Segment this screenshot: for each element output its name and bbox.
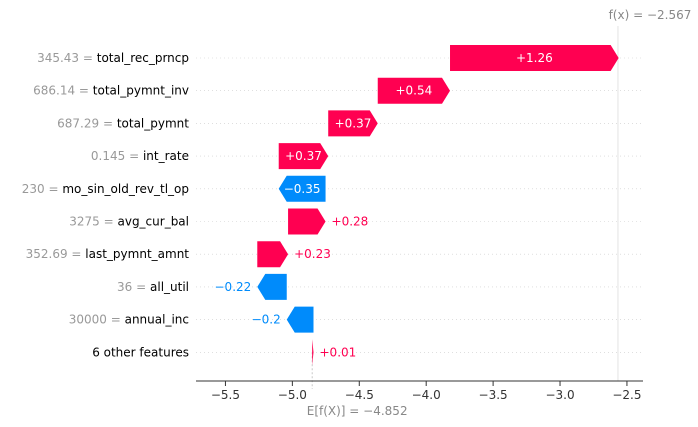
feature-label: 345.43 = total_rec_prncp (37, 51, 189, 65)
feature-value: 3275 (69, 215, 100, 229)
bar-value-label: −0.35 (284, 182, 321, 196)
bar-total_pymnt (328, 110, 378, 137)
equals-sign: = (107, 313, 125, 327)
bar-int_rate (278, 143, 329, 170)
feature-label: 352.69 = last_pymnt_amnt (26, 247, 190, 261)
bar-total_rec_prncp (450, 45, 619, 71)
bar-6-other-features (312, 339, 314, 366)
equals-sign: = (132, 280, 150, 294)
feature-label: 30000 = annual_inc (69, 313, 189, 327)
feature-value: 36 (117, 280, 132, 294)
feature-value: 352.69 (26, 247, 68, 261)
feature-name: total_pymnt_inv (93, 84, 189, 98)
bar-mo_sin_old_rev_tl_op (278, 175, 326, 202)
bar-value-label: −0.22 (215, 280, 252, 294)
bar-annual_inc (286, 306, 314, 333)
bar-all_util (257, 273, 287, 300)
feature-label: 230 = mo_sin_old_rev_tl_op (22, 182, 189, 196)
feature-value: 687.29 (57, 116, 99, 130)
bar-value-label: +0.01 (320, 345, 357, 359)
feature-name: all_util (150, 280, 189, 294)
x-tick-label: −5.0 (278, 388, 307, 402)
equals-sign: = (125, 149, 143, 163)
bar-value-label: +0.54 (395, 84, 432, 98)
feature-label: 0.145 = int_rate (91, 149, 189, 163)
equals-sign: = (75, 84, 93, 98)
bar-total_pymnt_inv (377, 77, 451, 104)
feature-label: 3275 = avg_cur_bal (69, 215, 189, 229)
x-axis: −5.5 −5.0 −4.5 −4.0 −3.5 −3.0 −2.5 (196, 380, 643, 402)
x-tick-label: −2.5 (612, 388, 641, 402)
feature-name: mo_sin_old_rev_tl_op (62, 182, 189, 196)
feature-value: 345.43 (37, 51, 79, 65)
bar-value-label: +0.28 (332, 215, 369, 229)
bar-value-label: +1.26 (516, 51, 553, 65)
x-tick-label: −4.5 (345, 388, 374, 402)
feature-label: 36 = all_util (117, 280, 189, 294)
equals-sign: = (68, 247, 86, 261)
x-tick-label: −3.0 (545, 388, 574, 402)
contribution-bars: +1.26 +0.54 +0.37 +0.37 −0.35 +0.28 +0.23 −0.22… (215, 45, 619, 366)
base-value-label: E[f(X)] = −4.852 (307, 404, 408, 418)
bar-value-label: +0.37 (335, 116, 372, 130)
feature-label: 687.29 = total_pymnt (57, 116, 189, 130)
equals-sign: = (79, 51, 97, 65)
feature-labels: 345.43 = total_rec_prncp 686.14 = total_p… (22, 51, 190, 359)
feature-name: annual_inc (125, 313, 189, 327)
value-annotations: f(x) = −2.567 E[f(X)] = −4.852 (307, 8, 692, 418)
bar-value-label: +0.23 (294, 247, 331, 261)
bar-last_pymnt_amnt (257, 241, 289, 268)
feature-value: 230 (22, 182, 45, 196)
feature-name: total_pymnt (117, 116, 189, 130)
bar-value-label: +0.37 (285, 149, 322, 163)
bar-avg_cur_bal (288, 208, 326, 235)
feature-label: 686.14 = total_pymnt_inv (33, 84, 189, 98)
x-tick-label: −3.5 (479, 388, 508, 402)
feature-name: last_pymnt_amnt (85, 247, 189, 261)
bar-value-label: −0.2 (252, 313, 281, 327)
x-tick-label: −4.0 (412, 388, 441, 402)
feature-name: total_rec_prncp (97, 51, 189, 65)
feature-label: 6 other features (92, 345, 189, 359)
feature-value: 686.14 (33, 84, 75, 98)
equals-sign: = (100, 215, 118, 229)
x-tick-label: −5.5 (211, 388, 240, 402)
feature-name: int_rate (143, 149, 189, 163)
feature-value: 30000 (69, 313, 107, 327)
equals-sign: = (99, 116, 117, 130)
feature-name: 6 other features (92, 345, 189, 359)
feature-name: avg_cur_bal (117, 215, 189, 229)
reference-lines (311, 26, 619, 389)
equals-sign: = (45, 182, 63, 196)
output-value-label: f(x) = −2.567 (609, 8, 692, 22)
feature-value: 0.145 (91, 149, 125, 163)
